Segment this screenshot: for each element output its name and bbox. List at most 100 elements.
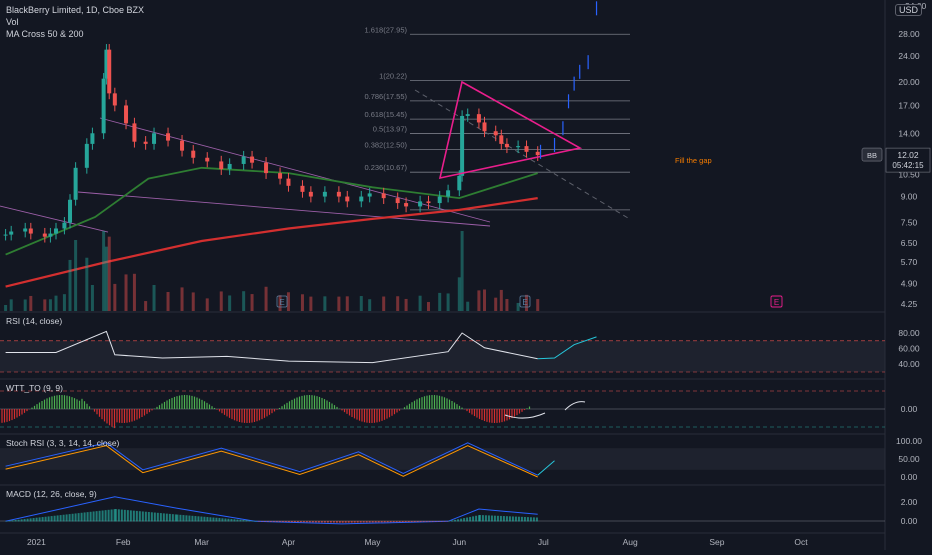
candle-body: [437, 196, 442, 204]
macd-histogram-bar: [17, 519, 20, 522]
macd-histogram-bar: [260, 521, 263, 522]
time-axis-tick: Oct: [794, 537, 808, 547]
earnings-marker-box: [519, 295, 531, 308]
candle-body: [278, 173, 283, 179]
macd-axis-tick: 2.00: [901, 497, 918, 507]
macd-histogram-bar: [299, 521, 302, 523]
volume-bar: [180, 287, 184, 311]
macd-histogram-bar: [529, 517, 532, 522]
volume-bar: [457, 277, 461, 311]
candle-body: [180, 140, 185, 151]
macd-histogram-bar: [147, 512, 150, 522]
macd-histogram-bar: [251, 520, 254, 522]
macd-histogram-bar: [350, 521, 353, 523]
macd-histogram-bar: [150, 512, 153, 522]
macd-histogram-bar: [8, 520, 11, 522]
macd-histogram-bar: [89, 511, 92, 522]
volume-bar: [124, 274, 128, 311]
macd-histogram-bar: [114, 509, 117, 522]
macd-histogram-bar: [174, 514, 177, 522]
macd-histogram-bar: [191, 515, 194, 522]
macd-histogram-bar: [523, 516, 526, 522]
macd-histogram-bar: [448, 521, 451, 522]
candle-body: [482, 122, 487, 132]
macd-histogram-bar: [171, 514, 174, 522]
volume-bar: [144, 301, 148, 311]
candle-body: [426, 201, 431, 204]
macd-histogram-bar: [457, 519, 460, 522]
macd-histogram-bar: [505, 516, 508, 522]
candle-body: [516, 146, 521, 148]
macd-histogram-bar: [32, 518, 35, 522]
macd-histogram-bar: [532, 517, 535, 522]
candle-body: [48, 233, 53, 237]
macd-histogram-bar: [446, 521, 449, 522]
macd-histogram-bar: [511, 516, 514, 522]
macd-histogram-bar: [23, 519, 26, 522]
macd-histogram-bar: [35, 517, 38, 522]
volume-bar: [446, 293, 450, 311]
macd-histogram-bar: [185, 515, 188, 522]
volume-bar: [113, 283, 117, 311]
macd-histogram-bar: [117, 509, 120, 522]
price-axis-tick: 20.00: [898, 77, 920, 87]
volume-bar: [90, 285, 94, 311]
wtt-axis-tick: 0.00: [901, 404, 918, 414]
macd-histogram-bar: [463, 518, 466, 522]
candle-body: [191, 150, 196, 158]
macd-histogram-bar: [371, 521, 374, 523]
candle-body: [104, 49, 109, 79]
fib-level-label: 1(20.22): [379, 72, 407, 81]
price-axis-tick: 17.00: [898, 100, 920, 110]
volume-bar: [382, 296, 386, 311]
volume-bar: [228, 295, 232, 311]
volume-bar: [516, 302, 520, 311]
macd-histogram-bar: [469, 516, 472, 522]
macd-histogram-bar: [392, 521, 395, 523]
wtt-pane-label: WTT_TO (9, 9): [6, 383, 63, 393]
candle-body: [28, 228, 33, 234]
macd-histogram-bar: [77, 513, 80, 522]
volume-bar: [250, 294, 254, 311]
macd-histogram-bar: [413, 521, 416, 522]
candle-body: [90, 133, 95, 144]
currency-badge[interactable]: USD: [894, 4, 922, 16]
macd-histogram-bar: [68, 514, 71, 522]
macd-histogram-bar: [404, 521, 407, 523]
volume-bar: [359, 296, 363, 311]
macd-histogram-bar: [341, 521, 344, 523]
candle-body: [535, 151, 540, 156]
macd-histogram-bar: [359, 521, 362, 523]
macd-histogram-bar: [425, 521, 428, 522]
volume-bar: [483, 289, 487, 311]
macd-histogram-bar: [126, 510, 129, 522]
volume-bar: [337, 296, 341, 311]
macd-histogram-bar: [113, 509, 116, 522]
macd-axis-tick: 0.00: [901, 516, 918, 526]
macd-histogram-bar: [443, 521, 446, 522]
macd-histogram-bar: [416, 521, 419, 522]
volume-bar: [309, 296, 313, 311]
volume-bar: [494, 297, 498, 311]
macd-histogram-bar: [14, 520, 17, 522]
macd-histogram-bar: [326, 521, 329, 523]
volume-bar: [219, 291, 223, 311]
price-axis-tick: 7.50: [901, 218, 918, 228]
macd-histogram-bar: [389, 521, 392, 523]
ma-cross-label: MA Cross 50 & 200: [6, 29, 84, 39]
volume-bar: [536, 299, 540, 311]
macd-histogram-bar: [239, 519, 242, 522]
macd-histogram-bar: [257, 521, 260, 522]
macd-histogram-bar: [47, 516, 50, 522]
macd-histogram-bar: [296, 521, 299, 523]
volume-bar: [426, 302, 430, 311]
candle-body: [73, 167, 78, 200]
macd-histogram-bar: [380, 521, 383, 523]
price-axis-tick: 4.90: [901, 279, 918, 289]
macd-histogram-bar: [120, 509, 123, 522]
volume-bar: [62, 294, 66, 311]
rsi-axis-tick: 60.00: [898, 344, 920, 354]
macd-histogram-bar: [460, 518, 463, 522]
